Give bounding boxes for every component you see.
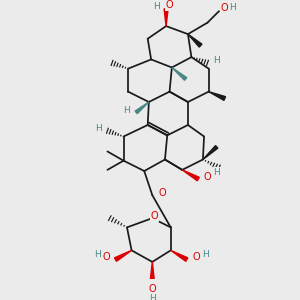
Text: H: H (230, 3, 236, 12)
Polygon shape (182, 170, 199, 181)
Polygon shape (171, 250, 188, 261)
Polygon shape (188, 34, 202, 47)
Text: H: H (94, 250, 100, 260)
Text: H: H (202, 250, 208, 260)
Text: H: H (154, 2, 160, 11)
Text: O: O (103, 252, 110, 262)
Polygon shape (115, 250, 132, 261)
Text: H: H (95, 124, 102, 133)
Text: O: O (204, 172, 211, 182)
Polygon shape (172, 68, 187, 80)
Text: O: O (221, 3, 229, 13)
Polygon shape (150, 262, 154, 280)
Text: H: H (124, 106, 130, 115)
Text: O: O (148, 284, 156, 295)
Polygon shape (209, 92, 226, 100)
Text: H: H (213, 56, 220, 65)
Polygon shape (164, 9, 168, 26)
Polygon shape (203, 146, 218, 160)
Text: O: O (166, 0, 173, 11)
Text: H: H (149, 294, 156, 300)
Text: O: O (151, 211, 158, 221)
Text: O: O (159, 188, 167, 198)
Text: O: O (192, 252, 200, 262)
Text: H: H (213, 168, 220, 177)
Polygon shape (135, 102, 149, 114)
